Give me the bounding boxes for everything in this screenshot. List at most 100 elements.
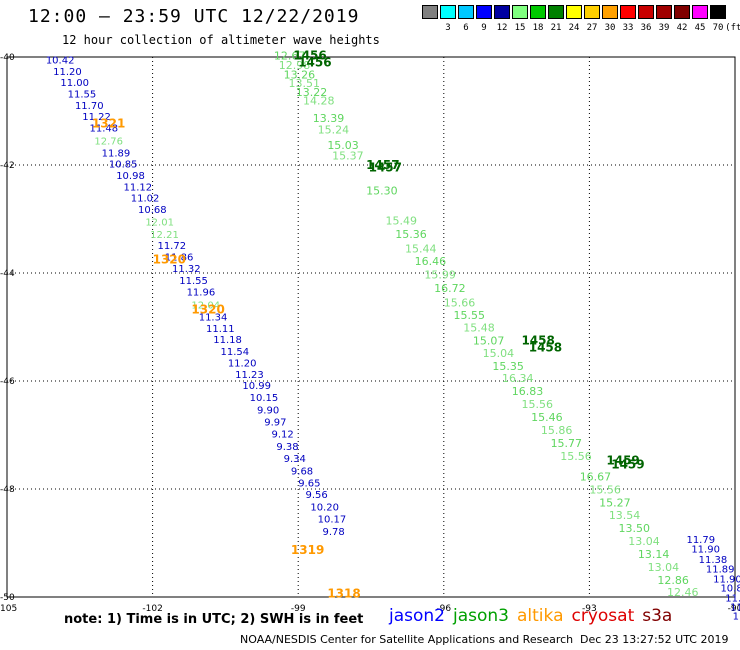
- satellite-s3a: s3a: [642, 606, 673, 626]
- lat-tick-label: -40: [0, 53, 15, 63]
- swh-value-label: 13.22: [296, 86, 328, 99]
- swh-value-label: 10.85: [109, 160, 138, 171]
- swh-value-label: 11.54: [725, 593, 740, 604]
- legend-label: 21: [550, 23, 562, 33]
- pass-number-label: 1318: [327, 587, 360, 601]
- swh-value-label: 11.34: [199, 313, 228, 324]
- swh-value-label: 11.32: [172, 264, 201, 275]
- legend-unit-label: (ft): [725, 23, 740, 33]
- swh-value-label: 15.77: [551, 437, 583, 450]
- swh-value-label: 13.50: [619, 522, 651, 535]
- lon-tick-label: -96: [436, 604, 451, 614]
- legend-swatch: [494, 5, 510, 19]
- pass-number-label: 1320: [191, 303, 224, 317]
- swh-value-label: 11.48: [90, 124, 119, 135]
- map-frame: [6, 56, 736, 598]
- lon-tick-label: -105: [0, 604, 17, 614]
- swh-value-label: 15.86: [541, 424, 573, 437]
- swh-value-label: 11.70: [75, 101, 104, 112]
- swh-value-label: 16.34: [502, 372, 534, 385]
- swh-value-label: 11.81: [730, 603, 740, 614]
- swh-value-label: 11.89: [706, 565, 735, 576]
- pass-number-label: 1456: [298, 56, 331, 70]
- swh-value-label: 10.99: [242, 381, 271, 392]
- swh-value-label: 15.44: [405, 242, 437, 255]
- swh-value-label: 11.90: [713, 574, 740, 585]
- legend-label: 15: [514, 23, 526, 33]
- pass-number-label: 1321: [92, 117, 125, 131]
- swh-value-label: 16.83: [512, 385, 544, 398]
- legend-label: 18: [532, 23, 544, 33]
- pass-number-label: 1456: [293, 49, 326, 63]
- legend-label: 39: [658, 23, 670, 33]
- legend-swatch: [620, 5, 636, 19]
- swh-value-label: 9.78: [322, 527, 344, 538]
- swh-value-label: 10.42: [46, 55, 75, 66]
- swh-value-label: 15.55: [454, 309, 486, 322]
- swh-value-label: 11.72: [157, 241, 186, 252]
- swh-value-label: 11.89: [102, 148, 131, 159]
- swh-value-label: 16.46: [415, 255, 447, 268]
- lat-tick-label: -46: [0, 377, 15, 387]
- swh-value-label: 13.51: [288, 77, 320, 90]
- satellite-cryosat: cryosat: [571, 606, 635, 626]
- swh-value-label: 15.56: [589, 483, 621, 496]
- legend-swatch: [710, 5, 726, 19]
- swh-value-label: 16.72: [434, 282, 466, 295]
- legend-swatch: [476, 5, 492, 19]
- swh-value-label: 15.24: [318, 124, 350, 137]
- swh-value-label: 14.28: [303, 95, 335, 108]
- lat-tick-label: -44: [0, 269, 15, 279]
- legend-swatch: [656, 5, 672, 19]
- swh-value-label: 15.03: [327, 139, 359, 152]
- legend-label: 33: [622, 23, 634, 33]
- pass-number-label: 1320: [153, 252, 186, 266]
- swh-value-label: 15.66: [444, 296, 476, 309]
- pass-number-label: 1459: [606, 454, 639, 468]
- swh-value-label: 15.27: [599, 496, 631, 509]
- swh-value-label: 15.49: [386, 214, 418, 227]
- swh-value-label: 11.55: [68, 90, 97, 101]
- lat-tick-label: -42: [0, 161, 15, 171]
- legend-label: 70: [712, 23, 724, 33]
- pass-number-label: 1319: [291, 543, 324, 557]
- legend-swatch: [422, 5, 438, 19]
- legend-label: 12: [496, 23, 508, 33]
- swh-value-label: 11.20: [228, 358, 257, 369]
- swh-value-label: 9.68: [291, 466, 313, 477]
- swh-value-label: 15.56: [560, 450, 592, 463]
- swh-value-label: 10.15: [250, 393, 279, 404]
- swh-value-label: 10.89: [720, 584, 740, 595]
- swh-value-label: 10.20: [310, 503, 339, 514]
- swh-value-label: 11.96: [187, 288, 216, 299]
- legend-swatch: [638, 5, 654, 19]
- swh-value-label: 12.98: [279, 59, 311, 72]
- swh-value-label: 9.90: [257, 405, 279, 416]
- legend-label: 45: [694, 23, 706, 33]
- swh-value-label: 11.90: [691, 545, 720, 556]
- swh-value-label: 9.12: [272, 430, 294, 441]
- swh-value-label: 15.04: [483, 347, 515, 360]
- swh-value-label: 13.14: [638, 548, 670, 561]
- legend-label: 6: [463, 23, 469, 33]
- lat-tick-label: -48: [0, 485, 15, 495]
- swh-value-label: 13.04: [628, 535, 660, 548]
- credit-text: NOAA/NESDIS Center for Satellite Applica…: [240, 633, 574, 646]
- swh-value-label: 11.23: [235, 370, 264, 381]
- satellite-altika: altika: [517, 606, 564, 626]
- lon-tick-label: -102: [142, 604, 162, 614]
- pass-number-label: 1458: [521, 333, 554, 347]
- swh-value-label: 11.38: [699, 555, 728, 566]
- swh-value-label: 10.98: [116, 171, 145, 182]
- swh-value-label: 15.46: [531, 411, 563, 424]
- timestamp: Dec 23 13:27:52 UTC 2019: [580, 633, 729, 646]
- swh-value-label: 9.97: [264, 417, 286, 428]
- lon-tick-label: -99: [291, 604, 306, 614]
- legend-label: 30: [604, 23, 616, 33]
- page-subtitle: 12 hour collection of altimeter wave hei…: [62, 33, 380, 47]
- swh-value-label: 11.02: [131, 194, 160, 205]
- swh-value-label: 11.20: [53, 67, 82, 78]
- swh-value-label: 11.79: [686, 535, 715, 546]
